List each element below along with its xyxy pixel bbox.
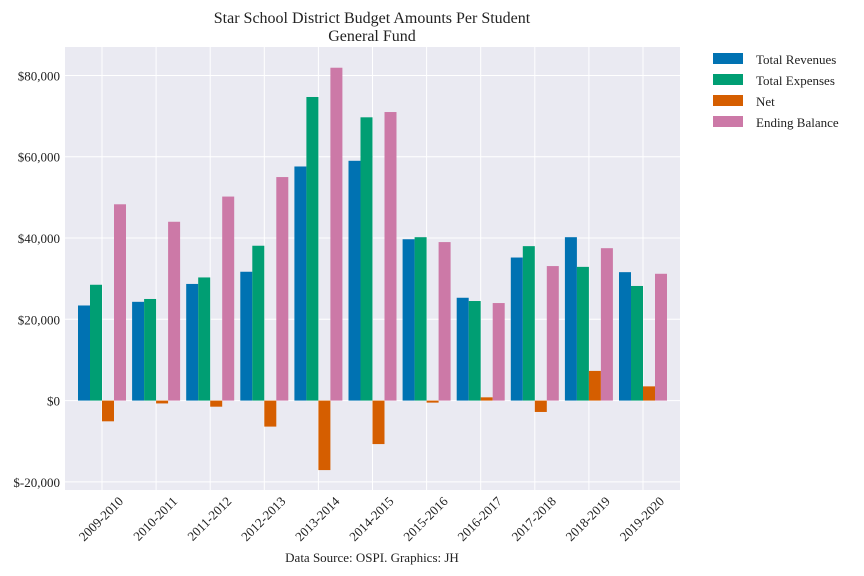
bar	[186, 283, 199, 401]
bar	[655, 273, 667, 401]
bar	[264, 400, 277, 427]
bar	[102, 400, 114, 422]
y-tick-label: $0	[47, 394, 60, 409]
legend-swatch	[713, 74, 743, 85]
bar	[480, 397, 493, 401]
bar	[132, 301, 145, 401]
x-tick-label: 2013-2014	[292, 493, 343, 544]
bar	[438, 242, 451, 401]
bar	[144, 298, 157, 401]
bar	[468, 301, 481, 401]
bar	[372, 400, 385, 445]
y-tick-label: $60,000	[18, 150, 60, 165]
x-tick-label: 2019-2020	[617, 494, 667, 544]
bar	[348, 160, 361, 401]
bar	[643, 386, 655, 401]
legend-label: Ending Balance	[756, 115, 839, 130]
chart-subtitle: General Fund	[328, 28, 416, 45]
y-tick-label: $40,000	[18, 231, 60, 246]
bar	[168, 221, 181, 401]
bar	[384, 112, 397, 401]
bar	[522, 246, 535, 401]
bar	[631, 285, 643, 401]
bar	[156, 400, 169, 404]
bar	[510, 257, 523, 401]
bar	[240, 271, 253, 401]
bar	[564, 237, 577, 401]
legend-label: Net	[756, 94, 775, 109]
bar	[600, 248, 613, 401]
chart-title: Star School District Budget Amounts Per …	[214, 10, 531, 27]
bar	[534, 400, 547, 412]
bar	[252, 245, 265, 401]
bars	[78, 67, 667, 471]
y-tick-label: $80,000	[18, 68, 60, 83]
bar	[114, 204, 126, 401]
legend-label: Total Expenses	[756, 73, 835, 88]
x-tick-label: 2010-2011	[130, 494, 180, 544]
y-tick-label: $-20,000	[13, 475, 60, 490]
chart-caption: Data Source: OSPI. Graphics: JH	[285, 550, 459, 565]
bar	[456, 297, 469, 401]
bar	[588, 370, 601, 401]
bar	[78, 305, 90, 401]
bar	[210, 400, 223, 407]
legend-swatch	[713, 116, 743, 127]
bar	[198, 277, 211, 401]
bar	[414, 237, 427, 401]
bar	[546, 266, 559, 401]
x-tick-label: 2015-2016	[400, 493, 451, 544]
bar	[276, 177, 289, 401]
legend-swatch	[713, 95, 743, 106]
bar	[90, 284, 102, 401]
legend: Total Revenues Total Expenses Net Ending Ba…	[713, 52, 839, 130]
x-tick-label: 2009-2010	[76, 494, 126, 544]
bar	[402, 239, 415, 401]
bar	[492, 303, 505, 401]
x-axis: 2009-2010 2010-2011 2011-2012 2012-2013 2013…	[76, 493, 667, 544]
bar	[318, 400, 331, 471]
legend-swatch	[713, 53, 743, 64]
y-tick-label: $20,000	[18, 312, 60, 327]
bar	[619, 272, 631, 401]
x-tick-label: 2016-2017	[454, 493, 505, 544]
bar	[294, 166, 307, 401]
x-tick-label: 2018-2019	[563, 494, 613, 544]
bar	[360, 117, 373, 401]
x-tick-label: 2014-2015	[346, 494, 396, 544]
x-tick-label: 2017-2018	[508, 494, 558, 544]
y-axis: $-20,000 $0 $20,000 $40,000 $60,000 $80,000	[13, 68, 60, 489]
bar	[426, 400, 439, 403]
bar	[576, 266, 589, 401]
bar	[306, 96, 319, 401]
x-tick-label: 2011-2012	[184, 494, 234, 544]
legend-label: Total Revenues	[756, 52, 836, 67]
x-tick-label: 2012-2013	[238, 494, 288, 544]
bar	[222, 196, 235, 401]
bar	[330, 67, 343, 401]
